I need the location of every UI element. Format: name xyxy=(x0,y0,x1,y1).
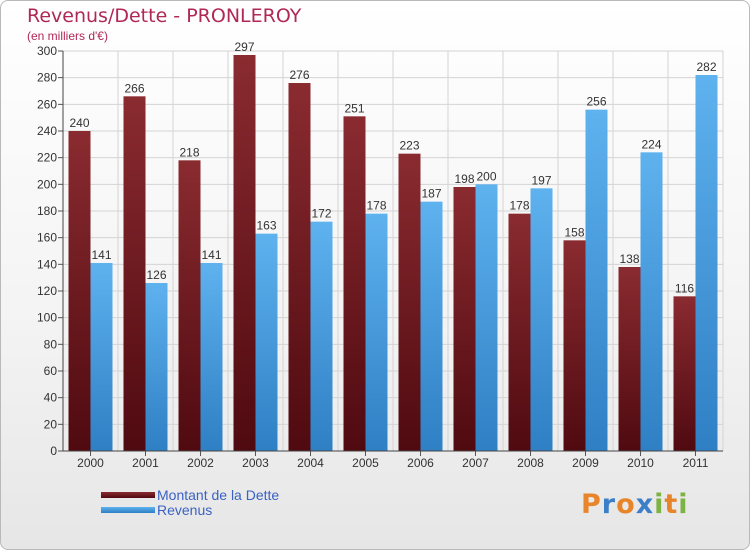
bar-debt xyxy=(453,187,476,451)
data-label-revenue: 282 xyxy=(696,60,716,74)
data-label-debt: 240 xyxy=(69,116,89,130)
logo-letter: t xyxy=(664,489,679,520)
y-tick-label: 260 xyxy=(37,97,57,111)
bar-debt xyxy=(288,83,311,451)
bar-debt xyxy=(178,160,201,452)
y-tick-label: 120 xyxy=(37,284,57,298)
data-label-revenue: 126 xyxy=(146,268,166,282)
data-label-revenue: 141 xyxy=(91,248,111,262)
logo-letter: i xyxy=(654,489,665,520)
x-tick-label: 2002 xyxy=(187,456,214,470)
x-tick-label: 2005 xyxy=(352,456,379,470)
data-label-revenue: 200 xyxy=(476,169,496,183)
y-tick-label: 60 xyxy=(44,364,58,378)
x-tick-label: 2006 xyxy=(407,456,434,470)
data-label-revenue: 224 xyxy=(641,137,661,151)
data-label-debt: 223 xyxy=(399,139,419,153)
logo-letter: x xyxy=(635,489,655,520)
data-label-revenue: 141 xyxy=(201,248,221,262)
bar-revenue xyxy=(310,221,333,451)
y-tick-label: 180 xyxy=(37,204,57,218)
data-label-debt: 198 xyxy=(454,172,474,186)
bar-debt xyxy=(508,213,531,451)
data-label-debt: 178 xyxy=(509,199,529,213)
legend: Montant de la Dette Revenus xyxy=(101,486,280,518)
y-tick-label: 40 xyxy=(44,391,58,405)
legend-swatch-debt xyxy=(101,491,155,498)
data-label-debt: 138 xyxy=(619,252,639,266)
x-tick-label: 2009 xyxy=(572,456,599,470)
y-tick-label: 280 xyxy=(37,71,57,85)
y-tick-label: 220 xyxy=(37,151,57,165)
legend-label-revenue: Revenus xyxy=(157,501,213,518)
y-tick-label: 20 xyxy=(44,417,58,431)
logo-letter: i xyxy=(678,489,689,520)
data-label-revenue: 163 xyxy=(256,219,276,233)
data-label-revenue: 256 xyxy=(586,95,606,109)
x-tick-label: 2003 xyxy=(242,456,269,470)
proxiti-logo: Proxiti xyxy=(581,489,689,520)
legend-swatch-revenue xyxy=(101,506,155,513)
chart-subtitle: (en milliers d'€) xyxy=(27,29,108,43)
x-tick-label: 2011 xyxy=(683,456,709,470)
y-tick-label: 240 xyxy=(37,124,57,138)
x-tick-label: 2008 xyxy=(517,456,544,470)
bar-revenue xyxy=(475,184,498,452)
y-tick-label: 100 xyxy=(37,311,57,325)
bar-debt xyxy=(123,96,146,451)
data-label-debt: 276 xyxy=(289,68,309,82)
x-tick-label: 2004 xyxy=(297,456,324,470)
x-tick-label: 2000 xyxy=(77,456,104,470)
bar-debt xyxy=(398,153,421,451)
data-label-debt: 116 xyxy=(675,281,694,295)
bar-revenue xyxy=(420,201,443,451)
bar-debt xyxy=(618,267,641,451)
y-tick-label: 140 xyxy=(37,257,57,271)
bar-debt xyxy=(233,55,256,451)
y-tick-label: 300 xyxy=(37,44,57,58)
bar-debt xyxy=(563,240,586,451)
y-tick-label: 0 xyxy=(50,444,57,458)
legend-label-debt: Montant de la Dette xyxy=(157,486,280,503)
bar-debt xyxy=(343,116,366,451)
data-label-debt: 158 xyxy=(564,225,584,239)
data-label-revenue: 197 xyxy=(531,173,551,187)
bar-debt xyxy=(68,131,91,451)
y-tick-label: 200 xyxy=(37,177,57,191)
legend-item-debt: Montant de la Dette xyxy=(101,486,280,503)
data-label-debt: 266 xyxy=(124,81,144,95)
legend-item-revenue: Revenus xyxy=(101,501,279,518)
bar-revenue xyxy=(145,283,168,451)
x-tick-label: 2007 xyxy=(462,456,489,470)
bar-debt xyxy=(673,296,696,451)
bar-revenue xyxy=(90,263,113,451)
data-label-revenue: 178 xyxy=(366,199,386,213)
data-label-debt: 251 xyxy=(344,101,364,115)
bar-revenue xyxy=(695,75,718,451)
bar-revenue xyxy=(255,233,278,451)
y-tick-label: 160 xyxy=(37,231,57,245)
data-label-debt: 218 xyxy=(179,145,199,159)
y-tick-label: 80 xyxy=(44,337,58,351)
logo-letter: o xyxy=(616,489,636,520)
chart-title: Revenus/Dette - PRONLEROY xyxy=(27,5,302,27)
bar-revenue xyxy=(200,263,223,451)
logo-letter: P xyxy=(581,489,602,520)
logo-letter: r xyxy=(601,489,617,520)
data-label-revenue: 172 xyxy=(311,207,331,221)
bar-revenue xyxy=(585,109,608,452)
bar-revenue xyxy=(640,152,663,452)
bar-revenue xyxy=(365,213,388,451)
x-tick-label: 2001 xyxy=(132,456,159,470)
data-label-debt: 297 xyxy=(234,40,254,54)
data-label-revenue: 187 xyxy=(421,187,441,201)
bar-revenue xyxy=(530,188,553,452)
x-tick-label: 2010 xyxy=(627,456,654,470)
